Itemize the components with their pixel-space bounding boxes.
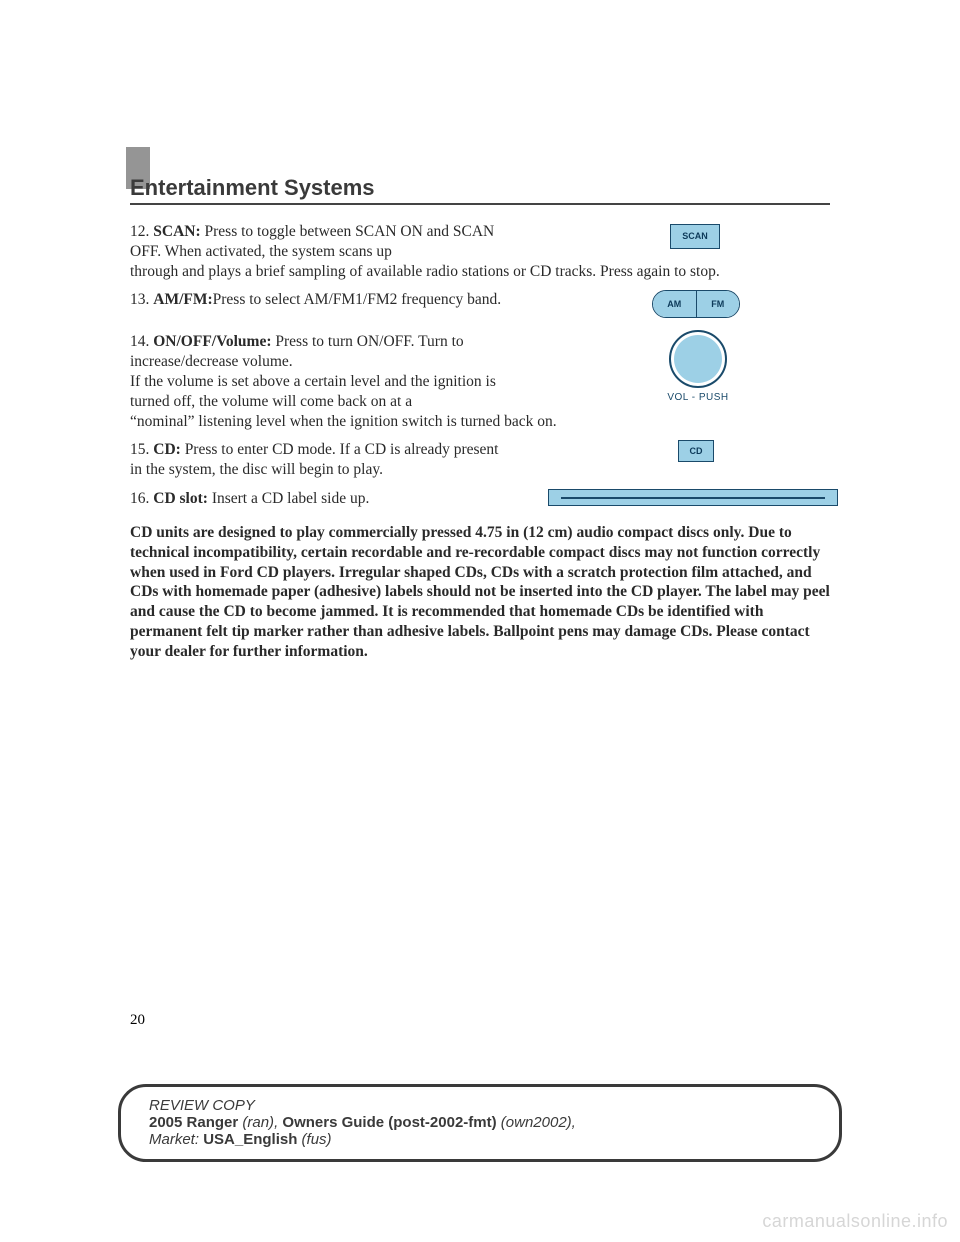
knob-circle: [669, 330, 727, 388]
entry-desc: Press to select AM/FM1/FM2 frequency ban…: [213, 291, 501, 308]
footer-market: USA_English: [203, 1131, 297, 1148]
entry-num: 13.: [130, 291, 149, 308]
footer-model: 2005 Ranger: [149, 1114, 238, 1131]
footer-line1: REVIEW COPY: [149, 1097, 811, 1114]
entry-scan-text: 12. SCAN: Press to toggle between SCAN O…: [130, 222, 510, 262]
cd-icon: CD: [678, 440, 714, 462]
manual-page: Entertainment Systems 12. SCAN: Press to…: [0, 0, 960, 1242]
am-half: AM: [653, 291, 697, 317]
cd-slot-graphic: [548, 489, 838, 506]
entry-label: AM/FM:: [153, 291, 212, 308]
title-rule: [130, 203, 830, 205]
footer-line2: 2005 Ranger (ran), Owners Guide (post-20…: [149, 1114, 811, 1131]
entry-cdslot: 16. CD slot: Insert a CD label side up.: [130, 489, 830, 509]
entry-num: 16.: [130, 490, 149, 507]
entry-num: 15.: [130, 441, 149, 458]
section-title: Entertainment Systems: [130, 175, 375, 201]
knob-label: VOL - PUSH: [648, 392, 748, 405]
footer-line3: Market: USA_English (fus): [149, 1131, 811, 1148]
watermark: carmanualsonline.info: [762, 1211, 948, 1232]
entry-vol-text-a: 14. ON/OFF/Volume: Press to turn ON/OFF.…: [130, 332, 510, 372]
entry-label: SCAN:: [153, 223, 200, 240]
scan-icon: SCAN: [670, 224, 720, 249]
amfm-icon: AM FM: [652, 290, 740, 318]
entry-scan: 12. SCAN: Press to toggle between SCAN O…: [130, 222, 830, 281]
footer-comma2: ,: [572, 1114, 576, 1131]
volume-knob-graphic: VOL - PUSH: [648, 330, 748, 405]
entry-label: CD slot:: [153, 490, 208, 507]
footer-market-label: Market:: [149, 1131, 203, 1148]
entry-desc: Insert a CD label side up.: [208, 490, 369, 507]
cd-warning-paragraph: CD units are designed to play commercial…: [130, 523, 830, 662]
footer-guide: Owners Guide (post-2002-fmt): [282, 1114, 496, 1131]
scan-button-graphic: SCAN: [670, 224, 720, 249]
entry-desc: Press to enter CD mode. If a CD is alrea…: [130, 441, 498, 478]
entry-volume: 14. ON/OFF/Volume: Press to turn ON/OFF.…: [130, 332, 830, 431]
footer-code3: (fus): [297, 1131, 331, 1148]
fm-half: FM: [697, 291, 740, 317]
cd-slot-icon: [548, 489, 838, 506]
content-area: 12. SCAN: Press to toggle between SCAN O…: [130, 222, 830, 662]
footer-box: REVIEW COPY 2005 Ranger (ran), Owners Gu…: [118, 1084, 842, 1162]
entry-vol-text-c: “nominal” listening level when the ignit…: [130, 412, 830, 432]
page-number: 20: [130, 1012, 145, 1029]
entry-num: 12.: [130, 223, 149, 240]
amfm-button-graphic: AM FM: [652, 290, 740, 318]
volume-knob-icon: VOL - PUSH: [648, 330, 748, 405]
entry-num: 14.: [130, 333, 149, 350]
entry-vol-text-b: If the volume is set above a certain lev…: [130, 372, 510, 412]
entry-amfm: 13. AM/FM:Press to select AM/FM1/FM2 fre…: [130, 290, 830, 310]
entry-scan-text-cont: through and plays a brief sampling of av…: [130, 262, 830, 282]
footer-code1: (ran): [238, 1114, 274, 1131]
entry-cd: 15. CD: Press to enter CD mode. If a CD …: [130, 440, 830, 480]
entry-label: CD:: [153, 441, 181, 458]
entry-cd-text: 15. CD: Press to enter CD mode. If a CD …: [130, 440, 510, 480]
entry-cdslot-text: 16. CD slot: Insert a CD label side up.: [130, 489, 470, 509]
cd-button-graphic: CD: [678, 440, 714, 462]
footer-code2: (own2002): [497, 1114, 572, 1131]
entry-label: ON/OFF/Volume:: [153, 333, 271, 350]
entry-amfm-text: 13. AM/FM:Press to select AM/FM1/FM2 fre…: [130, 290, 510, 310]
